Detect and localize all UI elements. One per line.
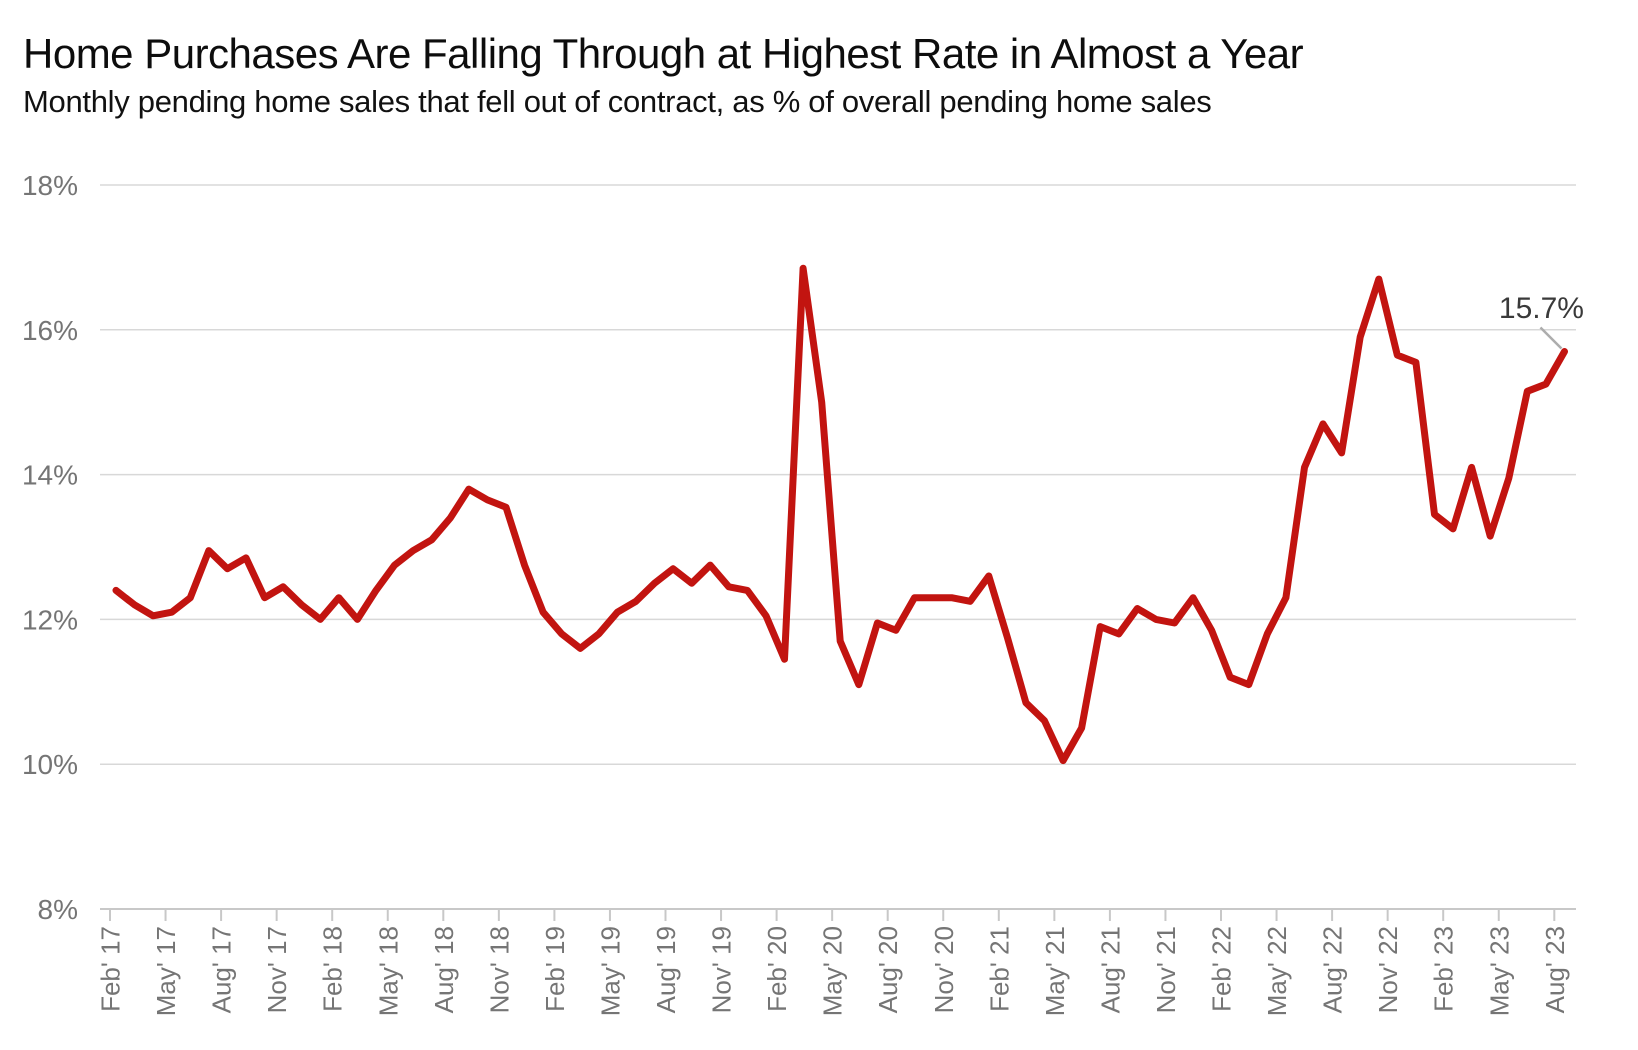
x-axis-label: May' 23: [1484, 926, 1514, 1016]
x-axis-label: Feb' 22: [1207, 926, 1237, 1012]
x-axis-label: Aug' 23: [1540, 926, 1570, 1013]
y-axis-label: 12%: [22, 604, 78, 635]
x-axis-label: May' 20: [818, 926, 848, 1016]
x-axis-label: Aug' 18: [429, 926, 459, 1013]
chart-title: Home Purchases Are Falling Through at Hi…: [23, 30, 1304, 77]
x-axis-label: Feb' 17: [96, 926, 126, 1012]
chart-subtitle: Monthly pending home sales that fell out…: [23, 84, 1212, 119]
x-axis-label: Feb' 23: [1429, 926, 1459, 1012]
x-axis-label: Nov' 21: [1151, 926, 1181, 1013]
x-axis-label: May' 19: [595, 926, 625, 1016]
trend-line: [112, 264, 1568, 765]
y-axis-label: 8%: [38, 894, 78, 925]
y-axis-label: 18%: [22, 170, 78, 201]
annotation-label: 15.7%: [1499, 292, 1584, 325]
y-axis-label: 16%: [22, 315, 78, 346]
x-axis-label: Feb' 21: [984, 926, 1014, 1012]
x-axis-label: May' 17: [151, 926, 181, 1016]
y-axis-label: 14%: [22, 460, 78, 491]
x-axis-label: Aug' 19: [651, 926, 681, 1013]
x-axis-label: Aug' 22: [1318, 926, 1348, 1013]
x-axis-label: Nov' 18: [484, 926, 514, 1013]
annotation-leader-line: [1539, 326, 1563, 350]
x-axis-label: May' 22: [1262, 926, 1292, 1016]
x-axis-label: Feb' 20: [762, 926, 792, 1012]
x-axis-label: Aug' 17: [207, 926, 237, 1013]
x-axis-label: Nov' 22: [1373, 926, 1403, 1013]
x-axis-label: Aug' 20: [873, 926, 903, 1013]
x-axis-label: May' 18: [373, 926, 403, 1016]
x-axis-label: May' 21: [1040, 926, 1070, 1016]
x-axis-label: Aug' 21: [1095, 926, 1125, 1013]
x-axis-label: Feb' 18: [318, 926, 348, 1012]
x-axis-label: Nov' 19: [707, 926, 737, 1013]
y-axis-label: 10%: [22, 749, 78, 780]
x-axis-label: Feb' 19: [540, 926, 570, 1012]
x-axis-label: Nov' 20: [929, 926, 959, 1013]
x-axis-label: Nov' 17: [262, 926, 292, 1013]
